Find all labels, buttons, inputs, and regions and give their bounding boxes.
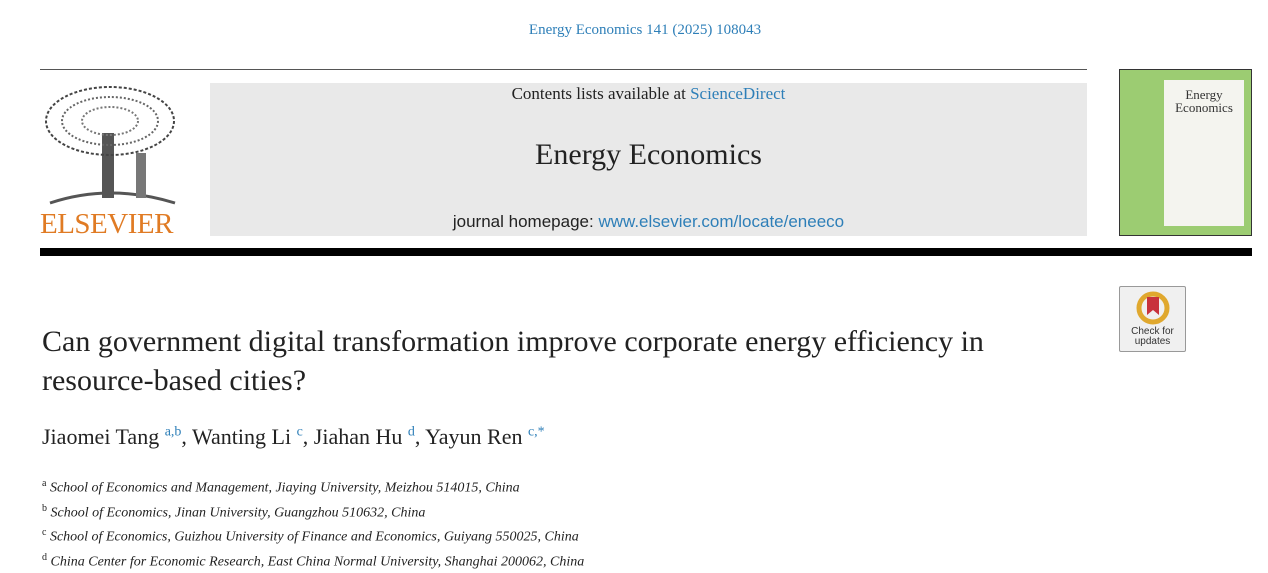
homepage-line: journal homepage: www.elsevier.com/locat… (210, 212, 1087, 232)
homepage-prefix: journal homepage: (452, 212, 594, 231)
author-affiliation-mark: c (296, 424, 303, 440)
contents-line: Contents lists available at ScienceDirec… (210, 84, 1087, 104)
article-title: Can government digital transformation im… (42, 325, 984, 397)
publisher-name: ELSEVIER (40, 208, 173, 240)
journal-banner (210, 83, 1087, 236)
journal-cover: Energy Economics (1119, 69, 1252, 236)
elsevier-tree-logo (45, 86, 176, 205)
affiliation-label: b (42, 502, 47, 514)
affiliation-text: School of Economics, Guizhou University … (49, 529, 579, 545)
author-name: Wanting Li (192, 424, 292, 449)
journal-name: Energy Economics (535, 138, 762, 171)
badge-icon (1136, 291, 1170, 325)
author: Jiahan Hu d (314, 424, 415, 449)
cover-panel: Energy Economics (1164, 80, 1244, 226)
affiliation: c School of Economics, Guizhou Universit… (42, 523, 584, 548)
affiliation-label: c (42, 527, 47, 539)
author-list: Jiaomei Tang a,b, Wanting Li c, Jiahan H… (42, 424, 545, 449)
author-name: Jiahan Hu (313, 424, 403, 449)
affiliation: a School of Economics and Management, Ji… (42, 474, 584, 499)
author: Yayun Ren c,* (425, 424, 545, 449)
author-affiliation-mark: d (407, 424, 415, 440)
affiliation: b School of Economics, Jinan University,… (42, 499, 584, 524)
affiliation-label: a (42, 478, 47, 489)
affiliation-text: School of Economics, Jinan University, G… (50, 505, 426, 521)
affiliation-label: d (42, 551, 47, 563)
author-affiliation-mark: c,* (527, 424, 545, 440)
citation: Energy Economics 141 (2025) 108043 (528, 22, 762, 38)
badge-line: Check for (1131, 326, 1174, 337)
affiliation: d China Center for Economic Research, Ea… (42, 548, 584, 573)
cover-title: Energy Economics (1175, 87, 1233, 115)
author-name: Yayun Ren (425, 424, 523, 449)
affiliation-list: a School of Economics and Management, Ji… (42, 474, 584, 573)
top-rule (40, 69, 1087, 70)
author: Wanting Li c (192, 424, 303, 449)
affiliation-text: School of Economics and Management, Jiay… (49, 480, 520, 496)
sciencedirect-link[interactable]: ScienceDirect (690, 84, 786, 103)
contents-prefix: Contents lists available at (511, 84, 686, 103)
author-affiliation-mark: a,b (164, 424, 182, 440)
author-name: Jiaomei Tang (42, 424, 160, 449)
check-for-updates[interactable]: Check for updates (1119, 286, 1186, 352)
author: Jiaomei Tang a,b (42, 424, 181, 449)
homepage-link[interactable]: www.elsevier.com/locate/eneeco (598, 212, 845, 231)
badge-line: updates (1134, 336, 1171, 347)
header-bar (40, 248, 1252, 256)
affiliation-text: China Center for Economic Research, East… (50, 554, 585, 570)
